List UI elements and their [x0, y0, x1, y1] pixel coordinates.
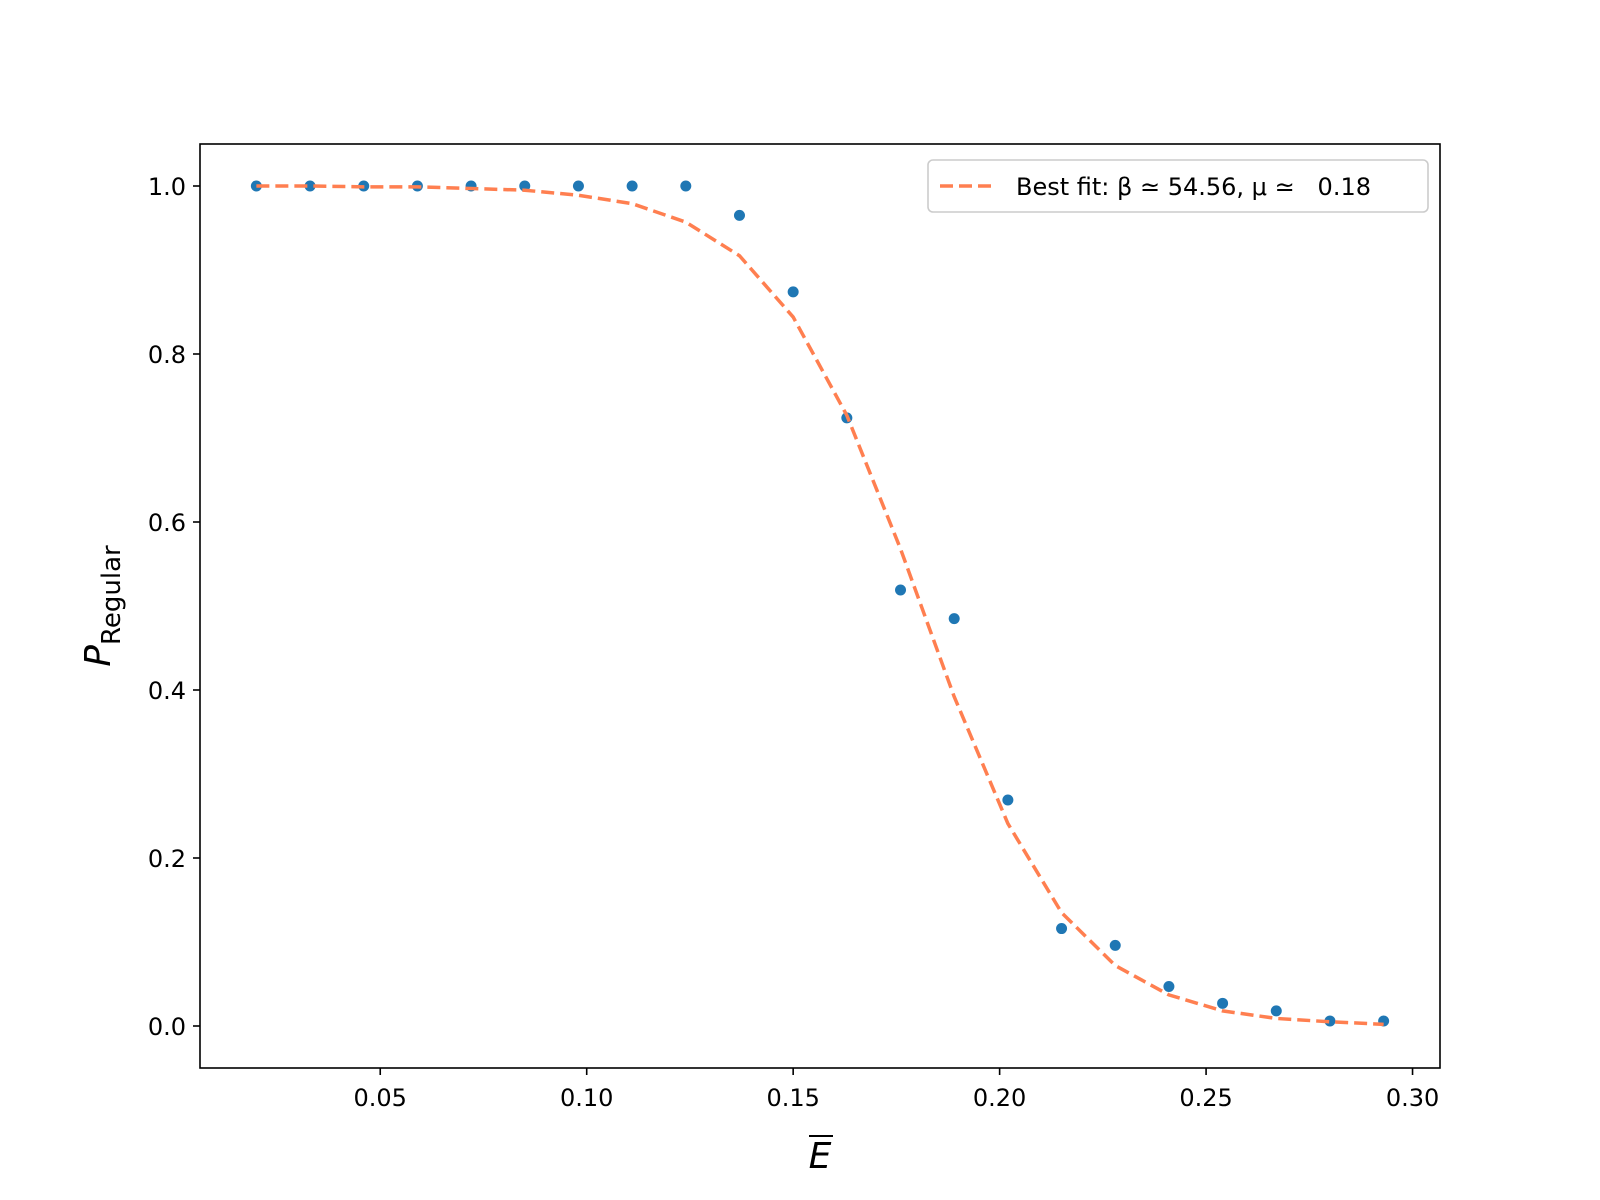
data-point — [948, 613, 960, 625]
fit-line — [256, 184, 1384, 1027]
data-point — [1002, 794, 1014, 806]
x-tick-label: 0.30 — [1386, 1084, 1439, 1112]
y-tick-label: 0.4 — [148, 677, 186, 705]
data-point — [1056, 923, 1068, 935]
y-label-main: P — [78, 645, 119, 667]
x-tick-label: 0.05 — [354, 1084, 407, 1112]
data-point — [733, 209, 745, 221]
x-axis-label: E — [809, 1136, 832, 1177]
legend-box — [927, 159, 1429, 213]
legend-label: Best fit: β ≃ 54.56, μ ≃ 0.18 — [1016, 173, 1371, 201]
data-point — [895, 584, 907, 596]
y-tick-label: 1.0 — [148, 173, 186, 201]
data-point — [680, 180, 692, 192]
x-tick-label: 0.25 — [1179, 1084, 1232, 1112]
data-point — [1324, 1015, 1336, 1027]
data-point — [1270, 1005, 1282, 1017]
x-tick-label: 0.15 — [766, 1084, 819, 1112]
data-point — [304, 180, 316, 192]
data-point — [1109, 939, 1121, 951]
data-point — [787, 286, 799, 298]
data-point — [1217, 997, 1229, 1009]
data-point — [1163, 981, 1175, 993]
y-tick-label: 0.0 — [148, 1013, 186, 1041]
plot-frame — [199, 143, 1441, 1069]
y-tick-label: 0.6 — [148, 509, 186, 537]
y-tick-label: 0.8 — [148, 341, 186, 369]
x-tick-label: 0.20 — [973, 1084, 1026, 1112]
x-tick-label: 0.10 — [560, 1084, 613, 1112]
data-point — [626, 180, 638, 192]
y-label-sub: Regular — [97, 545, 127, 645]
y-axis-label: PRegular — [78, 545, 127, 667]
data-point — [572, 180, 584, 192]
y-tick-label: 0.2 — [148, 845, 186, 873]
